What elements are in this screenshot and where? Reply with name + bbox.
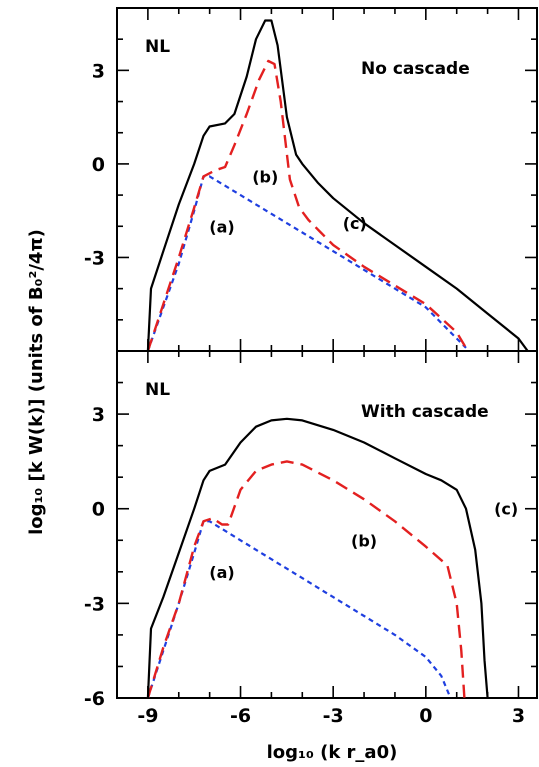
- x-axis-title: log₁₀ (k r_a0): [267, 742, 398, 763]
- panel-1: -3 0 3 (a) (b) (c) NL No cascade: [84, 7, 538, 352]
- plot-frame: [116, 350, 538, 699]
- y-tick-label: -3: [84, 593, 105, 615]
- curve-label: (a): [209, 563, 234, 582]
- series-line-b: [146, 460, 466, 698]
- curve-label: (a): [209, 217, 234, 236]
- corner-label: NL: [145, 37, 170, 57]
- x-tick-label: -9: [137, 705, 158, 727]
- curve-label: (c): [343, 214, 367, 233]
- x-tick-label: -3: [323, 705, 344, 727]
- y-tick-label: 3: [92, 404, 105, 426]
- plot-frame: [116, 7, 538, 352]
- series-line-c: [146, 19, 529, 351]
- y-tick-label: -3: [84, 247, 105, 269]
- series-line-a: [146, 520, 452, 698]
- x-tick-label: -6: [230, 705, 251, 727]
- panel-title: No cascade: [361, 59, 470, 79]
- series-line-c: [146, 417, 489, 698]
- series-line-b: [146, 59, 468, 351]
- y-tick-label: 0: [92, 154, 105, 176]
- series-line-a: [146, 175, 467, 351]
- y-axis-title: log₁₀ [k W(k)] (units of B₀²/4π): [26, 229, 47, 535]
- x-tick-label: 0: [419, 705, 432, 727]
- panel-2: -6 -3 0 3 -9 -6 -3 0 3 (a) (b) (c) NL With cascade: [84, 350, 538, 727]
- y-tick-label: -6: [84, 688, 105, 710]
- corner-label: NL: [145, 380, 170, 400]
- curve-label: (b): [351, 531, 377, 550]
- curve-label: (c): [494, 500, 518, 519]
- curve-label: (b): [252, 167, 278, 186]
- y-tick-label: 0: [92, 499, 105, 521]
- y-tick-label: 3: [92, 60, 105, 82]
- panel-title: With cascade: [361, 402, 489, 422]
- x-tick-label: 3: [512, 705, 525, 727]
